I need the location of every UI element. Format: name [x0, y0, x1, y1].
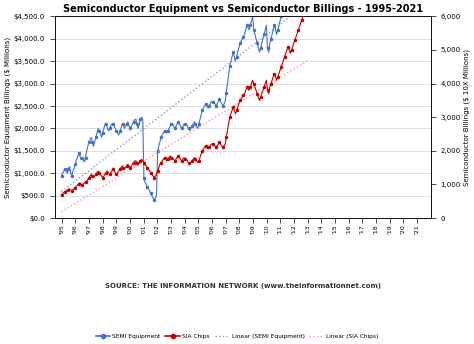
Title: Semiconductor Equipment vs Semiconductor Billings - 1995-2021: Semiconductor Equipment vs Semiconductor… [63, 4, 423, 14]
Text: SOURCE: THE INFORMATION NETWORK (www.theinformationnet.com): SOURCE: THE INFORMATION NETWORK (www.the… [105, 283, 381, 289]
Legend: SEMI Equipment, SIA Chips, Linear (SEMI Equipment), Linear (SIA Chips): SEMI Equipment, SIA Chips, Linear (SEMI … [93, 331, 381, 341]
Y-axis label: Semiconductor Equipment Billings ($ Millions): Semiconductor Equipment Billings ($ Mill… [4, 37, 11, 198]
Y-axis label: Semiconductor Billings ($ 10X Millions): Semiconductor Billings ($ 10X Millions) [463, 49, 470, 186]
